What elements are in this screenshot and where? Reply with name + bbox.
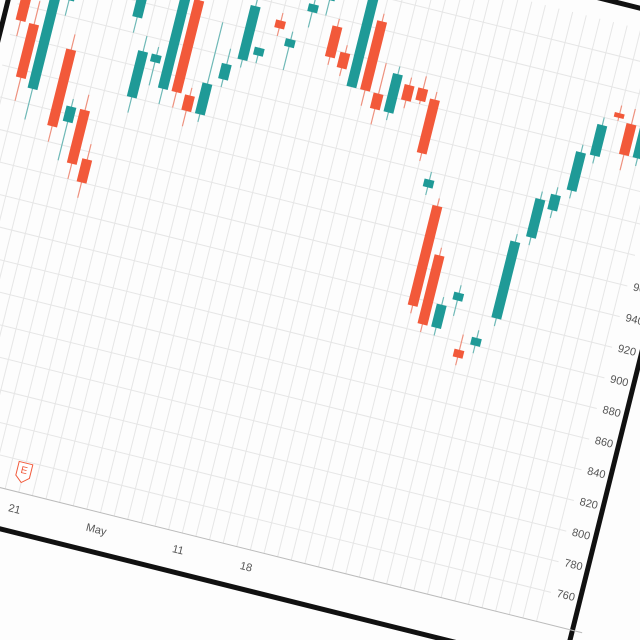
- candle-body: [589, 123, 608, 158]
- candle-body: [27, 0, 61, 91]
- grid-line: [522, 35, 640, 619]
- candle-wick: [617, 105, 623, 122]
- candle-body: [422, 178, 435, 189]
- y-tick-label: 820: [578, 496, 599, 512]
- grid-line: [372, 0, 519, 581]
- grid-line: [413, 8, 560, 591]
- grid-line: [40, 0, 640, 72]
- y-tick-label: 760: [555, 588, 576, 604]
- grid-line: [181, 0, 328, 534]
- grid-line: [318, 0, 465, 568]
- candle-body: [415, 87, 429, 103]
- candle-body: [324, 25, 343, 59]
- y-tick-label: 940: [624, 312, 640, 328]
- grid-line: [31, 0, 179, 496]
- candle-body: [431, 303, 447, 329]
- grid-line: [113, 0, 260, 517]
- grid-line: [440, 15, 587, 598]
- candle-body: [274, 19, 286, 30]
- candle-body: [470, 336, 482, 347]
- candle-body: [66, 108, 90, 165]
- grid-line: [0, 0, 110, 479]
- candle-body: [47, 48, 77, 128]
- grid-line: [0, 0, 97, 476]
- candle-body: [252, 46, 265, 57]
- x-tick-label: 11: [171, 543, 185, 557]
- x-axis: [0, 462, 583, 634]
- candle-body: [15, 22, 40, 80]
- grid-line: [0, 0, 138, 486]
- grid-line: [0, 0, 124, 483]
- candle-body: [547, 193, 561, 212]
- y-tick-label: 920: [616, 343, 637, 359]
- grid-line: [454, 18, 601, 602]
- event-marker: [15, 460, 34, 484]
- y-tick-label: 860: [594, 435, 615, 451]
- candle-body: [417, 254, 445, 326]
- grid-line: [45, 0, 192, 500]
- candle-body: [452, 348, 465, 359]
- grid-line: [86, 0, 233, 510]
- y-tick-label: 900: [609, 373, 630, 389]
- candle-body: [566, 151, 586, 192]
- candle-body: [346, 0, 380, 89]
- candle-body: [369, 92, 384, 111]
- candle-body: [407, 204, 443, 307]
- candle-body: [194, 82, 213, 116]
- y-tick-label: 840: [586, 465, 607, 481]
- x-tick-label: 21: [7, 502, 22, 517]
- candle-body: [181, 94, 195, 113]
- candle-body: [126, 50, 149, 99]
- candle-body: [15, 0, 37, 22]
- candle-wick: [282, 31, 294, 71]
- candle-body: [383, 72, 403, 114]
- candle-wick: [148, 46, 160, 86]
- candle-body: [237, 4, 261, 62]
- x-tick-label: May: [85, 522, 109, 539]
- candle-wick: [307, 0, 317, 28]
- candle-body: [157, 0, 191, 90]
- grid-line: [140, 0, 288, 523]
- candle-body: [618, 123, 637, 157]
- candle-body: [284, 38, 296, 49]
- event-label: E: [19, 465, 28, 477]
- x-tick-label: 18: [239, 560, 254, 575]
- grid-line: [467, 22, 615, 605]
- candle-body: [336, 51, 351, 70]
- candle-body: [491, 240, 521, 320]
- y-tick-label: 960: [632, 282, 640, 298]
- candle-body: [62, 105, 77, 124]
- y-tick-label: 780: [563, 557, 584, 573]
- candle-body: [416, 98, 440, 155]
- grid-line: [399, 5, 546, 588]
- grid-line: [195, 0, 342, 537]
- candle-body: [218, 62, 232, 81]
- candle-body: [360, 20, 388, 92]
- grid-line: [495, 28, 640, 612]
- candle-body: [307, 3, 319, 14]
- grid-line: [290, 0, 437, 561]
- candle-body: [400, 84, 415, 102]
- grid-line: [536, 39, 640, 622]
- candle-body: [632, 88, 640, 160]
- y-tick-label: 880: [601, 404, 622, 420]
- grid-line: [0, 0, 83, 472]
- candle-body: [76, 158, 93, 184]
- candle-body: [171, 0, 205, 94]
- candle-body: [613, 112, 625, 120]
- candle-body: [149, 53, 162, 64]
- grid-line: [331, 0, 478, 571]
- grid-line: [154, 0, 301, 527]
- y-tick-label: 800: [571, 527, 592, 543]
- candle-body: [452, 291, 465, 302]
- candle-body: [525, 197, 546, 239]
